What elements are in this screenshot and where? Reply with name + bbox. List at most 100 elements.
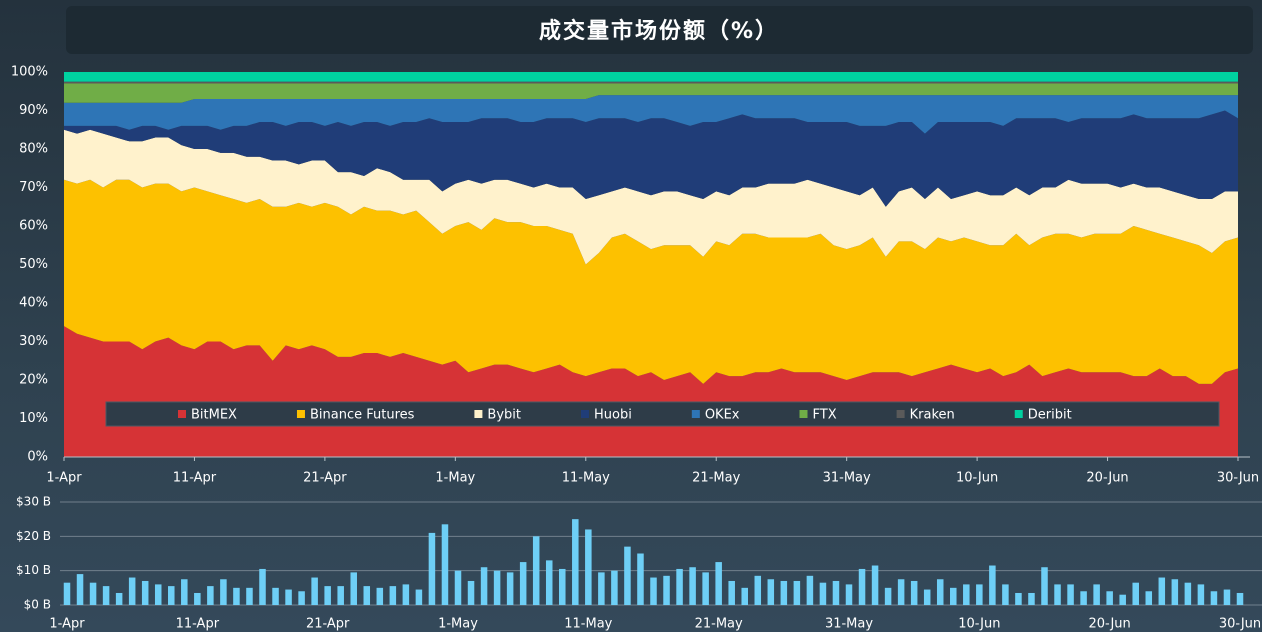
- bar: [1067, 584, 1074, 605]
- y-tick-label: 20%: [19, 373, 48, 388]
- area-series: [64, 129, 1238, 265]
- bar: [532, 536, 540, 605]
- bar: [650, 577, 657, 605]
- x-tick-label: 30-Jun: [1219, 617, 1261, 632]
- bar: [1015, 592, 1022, 605]
- bar: [663, 575, 670, 605]
- bar: [1093, 584, 1100, 605]
- bar: [1184, 582, 1192, 605]
- area-series: [64, 95, 1238, 134]
- bar: [611, 570, 618, 605]
- bar: [76, 574, 84, 605]
- x-tick-label: 10-Jun: [958, 617, 1000, 632]
- bar: [845, 584, 853, 605]
- bar: [884, 587, 892, 605]
- bar: [272, 587, 279, 605]
- bar: [324, 586, 331, 605]
- legend-swatch: [799, 410, 808, 418]
- area-series: [64, 81, 1238, 84]
- y-tick-label: 70%: [19, 180, 48, 195]
- title-bar: [66, 6, 1253, 54]
- bar: [298, 591, 305, 605]
- bar: [389, 586, 397, 605]
- y-tick-label: $10 B: [16, 563, 51, 577]
- legend-swatch: [296, 410, 305, 418]
- x-tick-label: 30-Jun: [1217, 471, 1259, 486]
- area-series: [64, 179, 1238, 384]
- bar: [1106, 591, 1113, 605]
- legend-box: [105, 401, 1220, 427]
- legend-swatch: [896, 410, 905, 418]
- x-tick-label: 21-Apr: [306, 617, 350, 632]
- bar: [741, 587, 748, 605]
- bar: [728, 580, 735, 605]
- y-tick-label: 90%: [19, 103, 48, 118]
- bar: [989, 565, 996, 605]
- legend-label: Deribit: [1028, 408, 1072, 423]
- bar: [1119, 594, 1126, 605]
- bar: [115, 592, 123, 605]
- x-tick-label: 21-May: [692, 471, 740, 486]
- bar: [1236, 592, 1244, 605]
- x-tick-label: 11-May: [564, 617, 612, 632]
- x-tick-label: 20-Jun: [1089, 617, 1131, 632]
- x-tick-label: 1-Apr: [46, 471, 82, 486]
- bar: [598, 572, 605, 605]
- bar: [428, 532, 436, 605]
- bar: [1210, 591, 1218, 605]
- y-tick-label: 40%: [19, 296, 48, 311]
- bar: [1197, 584, 1205, 605]
- legend-swatch: [474, 410, 483, 418]
- legend-label: Binance Futures: [310, 408, 415, 423]
- bar: [467, 580, 475, 605]
- bar: [519, 562, 527, 605]
- x-tick-label: 1-May: [438, 617, 478, 632]
- bar: [689, 567, 696, 605]
- bar: [572, 519, 579, 605]
- bar: [363, 586, 371, 605]
- legend-label: OKEx: [705, 408, 740, 423]
- bar: [220, 579, 227, 605]
- bar: [559, 568, 566, 605]
- x-tick-label: 1-May: [435, 471, 475, 486]
- bar: [141, 580, 149, 605]
- bar: [1145, 591, 1153, 605]
- x-tick-label: 21-Apr: [303, 471, 347, 486]
- bar: [936, 579, 944, 605]
- legend-swatch: [580, 410, 589, 418]
- bar: [963, 584, 970, 605]
- y-tick-label: 80%: [19, 142, 48, 157]
- bar: [702, 572, 709, 605]
- x-tick-label: 11-Apr: [176, 617, 220, 632]
- bar: [415, 589, 423, 605]
- y-tick-label: 50%: [19, 257, 48, 272]
- legend-swatch: [178, 410, 186, 418]
- legend-label: Kraken: [910, 408, 955, 423]
- bar: [715, 562, 722, 605]
- legend-label: Bybit: [487, 408, 521, 423]
- bar: [207, 586, 214, 605]
- bar: [259, 568, 266, 605]
- bar: [545, 560, 553, 605]
- bar: [585, 529, 592, 605]
- bar: [754, 575, 762, 605]
- y-tick-label: 60%: [19, 219, 48, 234]
- bar: [376, 587, 384, 605]
- legend-label: FTX: [813, 408, 837, 423]
- bar: [923, 589, 931, 605]
- bar: [233, 587, 240, 605]
- bar: [1223, 589, 1231, 605]
- y-tick-label: 0%: [27, 450, 48, 465]
- bar: [285, 589, 292, 605]
- bar: [454, 570, 462, 605]
- x-tick-label: 1-Apr: [49, 617, 85, 632]
- bar: [154, 584, 162, 605]
- bar: [767, 579, 775, 605]
- x-tick-label: 21-May: [695, 617, 743, 632]
- x-tick-label: 11-May: [562, 471, 610, 486]
- bar: [1002, 584, 1009, 605]
- bar: [1028, 592, 1035, 605]
- x-tick-label: 31-May: [825, 617, 873, 632]
- bar: [402, 584, 410, 605]
- bar: [858, 568, 866, 605]
